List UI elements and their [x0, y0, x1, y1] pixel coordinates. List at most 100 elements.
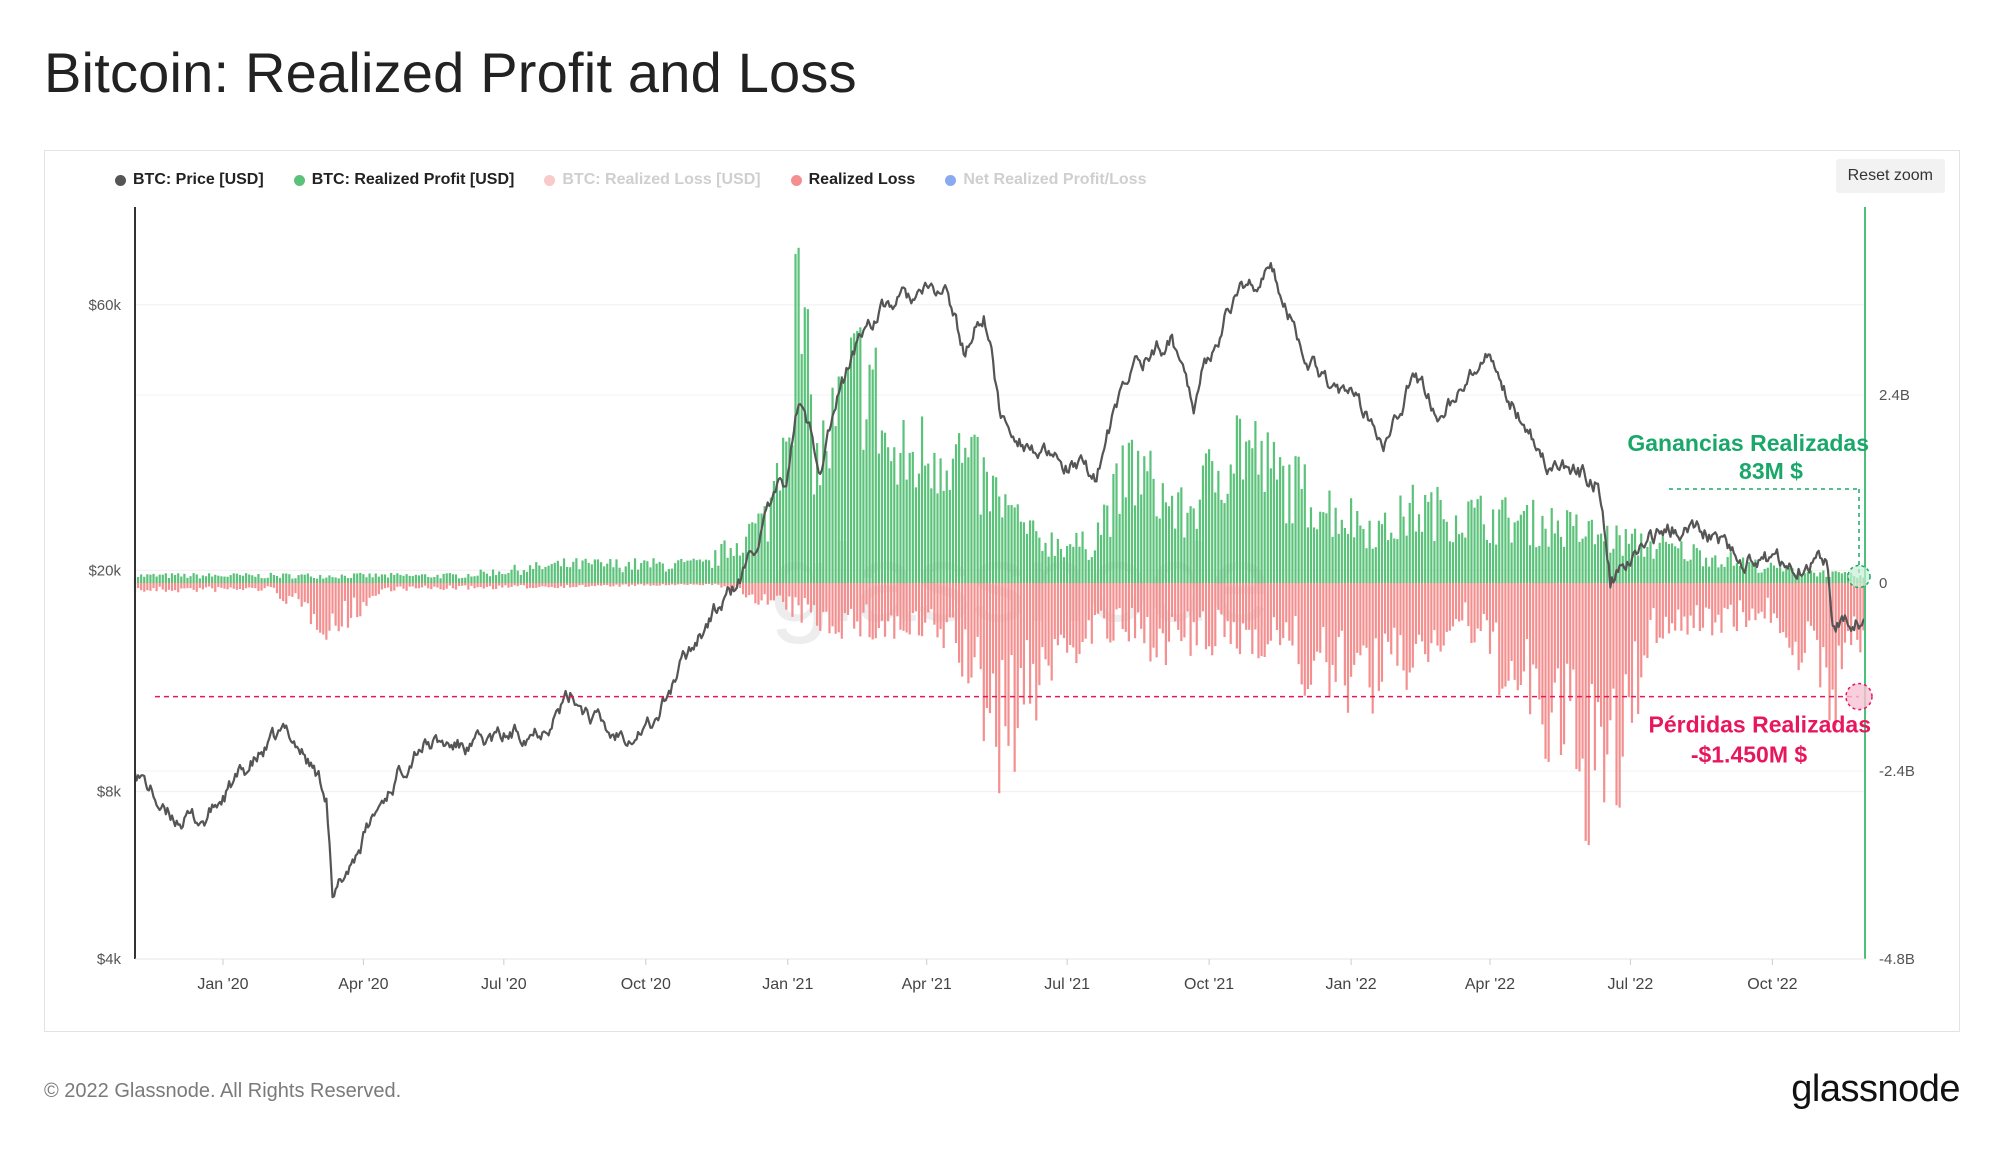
loss-bar	[924, 583, 927, 623]
loss-bar	[359, 583, 362, 617]
profit-bar	[908, 452, 911, 583]
profit-bar	[917, 473, 921, 583]
profit-bar	[991, 475, 995, 583]
profit-bar	[1189, 506, 1192, 583]
loss-bar	[890, 583, 893, 616]
profit-bar	[834, 426, 837, 583]
loss-bar	[1383, 583, 1387, 634]
loss-bar	[775, 583, 779, 596]
profit-bar	[843, 377, 847, 583]
loss-bar	[1834, 583, 1837, 726]
loss-bar	[896, 583, 899, 617]
profit-bar	[893, 447, 896, 583]
loss-bar	[800, 583, 803, 623]
legend-item-btc-realized-loss[interactable]: BTC: Realized Loss [USD]	[544, 171, 761, 189]
loss-bar	[1075, 583, 1078, 664]
loss-bar	[149, 583, 152, 591]
loss-bar	[640, 583, 643, 585]
profit-bar	[927, 463, 930, 583]
loss-bar	[1454, 583, 1458, 620]
loss-bar	[189, 583, 192, 589]
loss-bar	[1106, 583, 1109, 639]
loss-bar	[1448, 583, 1451, 631]
profit-bar	[266, 577, 269, 583]
profit-bar	[1118, 513, 1121, 583]
profit-bar	[1593, 544, 1597, 583]
profit-bar	[871, 369, 874, 583]
loss-bar	[1041, 583, 1044, 648]
profit-bar	[374, 573, 377, 583]
loss-bar	[1791, 583, 1794, 656]
profit-bar	[1603, 541, 1606, 583]
profit-bar	[1834, 571, 1837, 583]
loss-bar	[424, 583, 427, 586]
profit-bar	[1467, 501, 1470, 583]
loss-bar	[1596, 583, 1600, 703]
left-tick-label: $4k	[97, 951, 122, 968]
loss-bar	[627, 583, 630, 587]
loss-bar	[501, 583, 504, 588]
loss-bar	[1581, 583, 1584, 759]
loss-bar	[1633, 583, 1637, 642]
loss-bar	[1235, 583, 1238, 649]
loss-bar	[1559, 583, 1563, 756]
loss-bar	[720, 583, 723, 588]
loss-bar	[1093, 583, 1097, 616]
profit-bar	[1454, 515, 1458, 583]
profit-bar	[791, 445, 794, 583]
profit-bar	[1220, 499, 1223, 583]
profit-bar	[717, 565, 720, 583]
loss-bar	[1387, 583, 1390, 642]
loss-bar	[183, 583, 186, 589]
profit-bar	[1192, 508, 1195, 583]
chart-canvas[interactable]: glassnode$4k$8k$20k$60k2.4B0-2.4B-4.8BJa…	[45, 151, 1959, 1031]
profit-bar	[698, 559, 701, 583]
profit-bar	[1529, 545, 1532, 583]
profit-annotation-value: 83M $	[1739, 458, 1803, 484]
profit-bar	[1146, 471, 1149, 583]
profit-bar	[300, 574, 303, 583]
profit-bar	[485, 573, 488, 583]
profit-bar	[1325, 513, 1328, 583]
loss-bar	[504, 583, 507, 586]
profit-bar	[322, 578, 325, 583]
profit-bar	[951, 458, 955, 583]
legend-item-realized-profit[interactable]: BTC: Realized Profit [USD]	[293, 171, 514, 189]
profit-bar	[427, 576, 430, 583]
loss-bar	[1174, 583, 1177, 622]
loss-bar	[1032, 583, 1035, 664]
profit-bar	[504, 574, 507, 583]
loss-bar	[1862, 583, 1865, 631]
loss-bar	[612, 583, 615, 587]
loss-bar	[964, 583, 967, 630]
loss-bar	[328, 583, 331, 631]
profit-bar	[535, 562, 538, 583]
loss-bar	[1741, 583, 1745, 613]
legend-item-net-realized[interactable]: Net Realized Profit/Loss	[945, 171, 1146, 189]
loss-bar	[1208, 583, 1211, 647]
profit-bar	[229, 575, 232, 583]
loss-bar	[1124, 583, 1127, 632]
loss-bar	[945, 583, 948, 623]
profit-bar	[1461, 532, 1464, 583]
right-tick-label: 2.4B	[1879, 387, 1910, 404]
profit-bar	[853, 333, 856, 583]
profit-bar	[575, 558, 578, 583]
legend-item-realized-loss[interactable]: Realized Loss	[790, 171, 915, 189]
loss-bar	[686, 583, 689, 586]
loss-bar	[593, 583, 596, 587]
loss-bar	[1569, 583, 1572, 702]
loss-bar	[399, 583, 402, 587]
loss-bar	[1609, 583, 1612, 721]
profit-bar	[1519, 514, 1522, 583]
loss-bar	[278, 583, 282, 599]
profit-bar	[692, 558, 695, 583]
profit-bar	[272, 574, 275, 583]
profit-bar	[1186, 512, 1189, 583]
reset-zoom-button[interactable]: Reset zoom	[1835, 159, 1945, 193]
loss-bar	[211, 583, 214, 589]
legend-item-price[interactable]: BTC: Price [USD]	[115, 171, 264, 189]
loss-bar	[198, 583, 201, 588]
loss-bar	[596, 583, 600, 586]
profit-bar	[149, 574, 152, 583]
